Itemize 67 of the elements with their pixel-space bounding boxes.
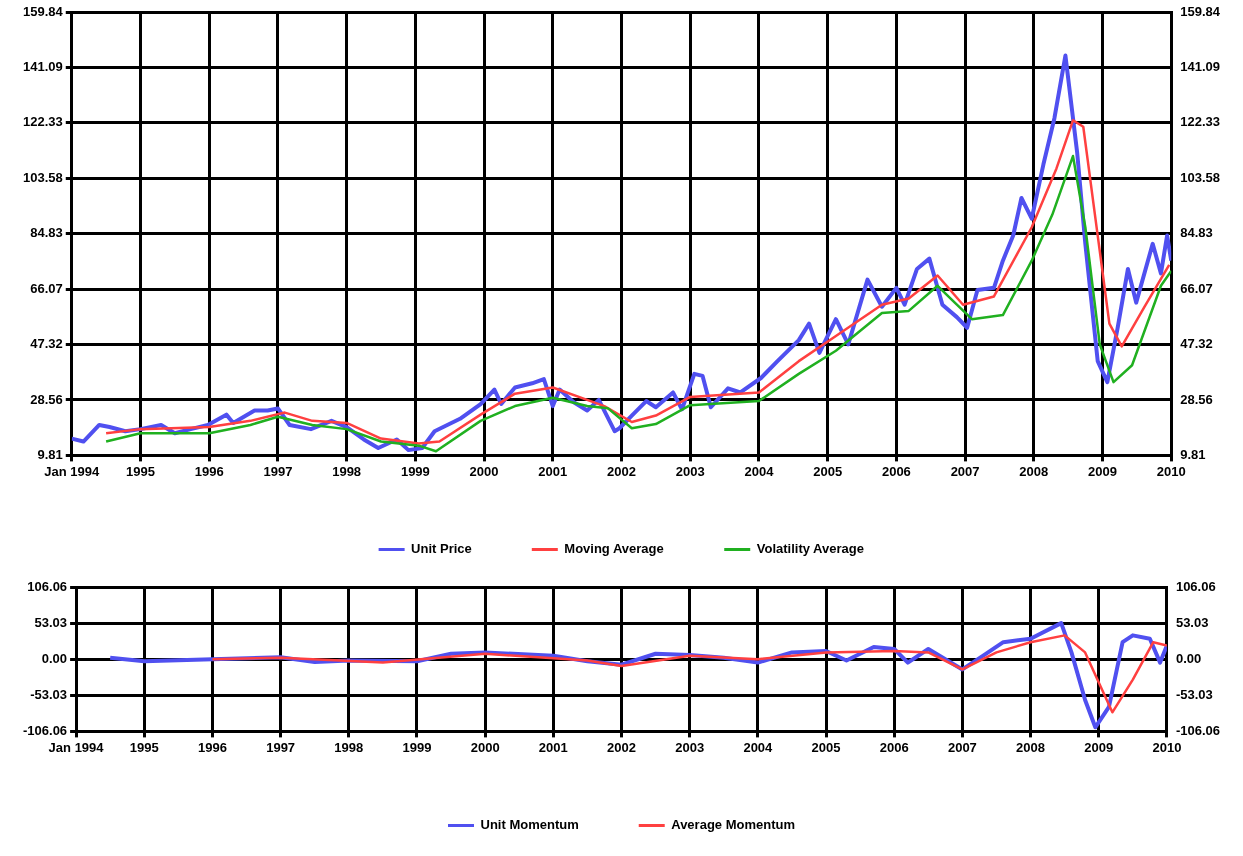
x-tick-label: 1999 [402,739,432,755]
y-tick-label: -53.03 [30,686,68,702]
y-tick-label: 159.84 [23,3,64,19]
x-tick-label: 1995 [126,463,155,479]
x-tick-label: 1998 [334,739,364,755]
y2-tick-label: 103.58 [1180,169,1220,185]
x-tick-label: 2002 [607,463,636,479]
x-tick-label: 2006 [881,463,911,479]
x-tick-label: 1998 [332,463,362,479]
x-tick-label: 1997 [263,463,293,479]
x-tick-label: 2003 [675,739,705,755]
x-tick-label: 2000 [470,739,500,755]
y-tick-label: 141.09 [23,58,63,74]
x-tick-label: 2007 [950,463,980,479]
y2-tick-label: 0.00 [1175,650,1202,666]
y2-tick-label: 84.83 [1180,225,1213,241]
x-tick-label: 2004 [743,739,774,755]
x-tick-label: 2006 [879,739,909,755]
y-tick-label: 103.58 [23,169,63,185]
x-tick-label: 2008 [1016,739,1046,755]
x-tick-label: 2003 [675,463,705,479]
x-tick-label: Jan 1994 [44,463,100,479]
y2-tick-label: 28.56 [1180,391,1213,407]
y2-tick-label: 122.33 [1180,114,1220,130]
y2-tick-label: -53.03 [1175,686,1213,702]
y2-tick-label: 66.07 [1180,280,1213,296]
y2-tick-label: 9.81 [1180,446,1206,462]
y2-tick-label: 159.84 [1180,3,1221,19]
x-tick-label: Jan 1994 [48,739,105,755]
legend-label: Unit Momentum [480,817,579,833]
x-tick-label: 2010 [1152,739,1182,755]
y-tick-label: 47.32 [30,336,63,352]
y-tick-label: 9.81 [37,446,63,462]
x-tick-label: 2002 [607,739,636,755]
x-tick-label: 2010 [1156,463,1186,479]
x-tick-label: 2009 [1084,739,1114,755]
x-tick-label: 1999 [400,463,430,479]
y2-tick-label: 47.32 [1180,336,1213,352]
y-tick-label: 28.56 [30,391,63,407]
x-tick-label: 2007 [947,739,977,755]
x-tick-label: 2001 [538,463,568,479]
legend-label: Moving Average [564,541,664,557]
legend-label: Unit Price [411,541,472,557]
y-tick-label: 66.07 [30,280,63,296]
y-tick-label: 122.33 [23,114,63,130]
x-tick-label: 1997 [266,739,296,755]
y2-tick-label: 53.03 [1175,614,1209,630]
y2-tick-label: -106.06 [1175,722,1220,738]
y-tick-label: 0.00 [41,650,68,666]
y-tick-label: 106.06 [27,578,68,594]
x-tick-label: 1996 [197,739,227,755]
x-tick-label: 2008 [1019,463,1049,479]
x-tick-label: 2001 [538,739,568,755]
y-tick-label: 53.03 [34,614,68,630]
legend-label: Average Momentum [671,817,795,833]
y2-tick-label: 141.09 [1180,58,1220,74]
x-tick-label: 2000 [469,463,499,479]
y-tick-label: -106.06 [23,722,68,738]
x-tick-label: 1995 [129,739,159,755]
legend-label: Volatility Average [756,541,864,557]
x-tick-label: 2009 [1088,463,1117,479]
y-tick-label: 84.83 [30,225,63,241]
x-tick-label: 2004 [744,463,775,479]
y2-tick-label: 106.06 [1175,578,1216,594]
x-tick-label: 2005 [811,739,841,755]
x-tick-label: 1996 [194,463,224,479]
x-tick-label: 2005 [813,463,843,479]
